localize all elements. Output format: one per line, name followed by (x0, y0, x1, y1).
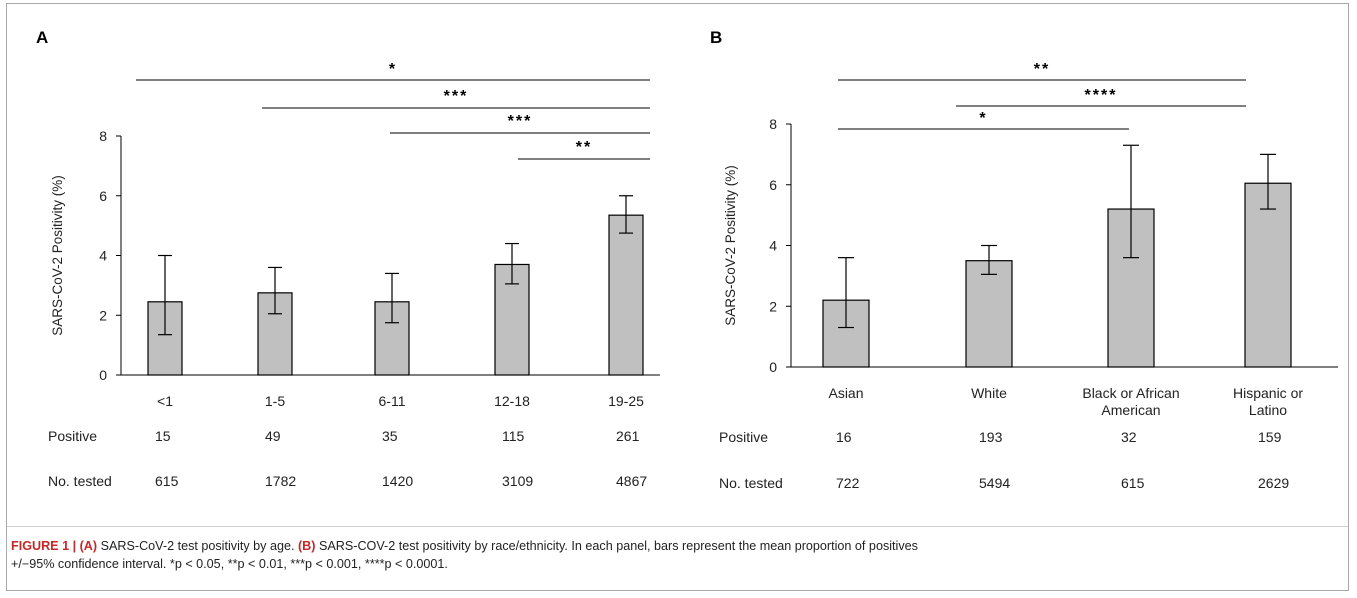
panel-a-category-label: 12-18 (494, 393, 530, 409)
panel-b-bar (822, 299, 870, 368)
panel-a-row-value: 3109 (502, 473, 533, 489)
caption-part-b-label: (B) (297, 539, 316, 553)
caption-line-1: FIGURE 1 | (A) SARS-CoV-2 test positivit… (11, 537, 1341, 555)
panel-b-row-label: Positive (719, 429, 768, 445)
panel-a-y-tick-label: 6 (99, 188, 107, 204)
panel-a-significance-stars: *** (508, 113, 533, 130)
panel-b-bar (1244, 182, 1292, 368)
caption-part-a-label: (A) (79, 539, 98, 553)
panel-a-row-value: 15 (155, 428, 171, 444)
panel-a-y-tick-label: 2 (99, 307, 107, 323)
panel-a-y-axis-title: SARS-CoV-2 Positivity (%) (50, 175, 65, 336)
panel-b-category-label: Asian (828, 385, 863, 401)
panel-a-row-label: Positive (48, 428, 97, 444)
panel-b-bar (965, 260, 1013, 368)
panel-b-category-label: Black or African (1082, 385, 1179, 401)
panel-a-category-label: 1-5 (265, 393, 285, 409)
figure-caption: FIGURE 1 | (A) SARS-CoV-2 test positivit… (11, 537, 1341, 573)
panel-b-row-label: No. tested (719, 475, 783, 491)
panel-b-chart: B SARS-CoV-2 Positivity (%) 0 2 4 6 8 Asian Whit… (710, 28, 1338, 491)
panel-a-bar (257, 292, 293, 376)
panel-b-significance-stars: ** (1034, 61, 1050, 78)
panel-b-significance-stars: * (979, 110, 987, 127)
panel-b-category-label: Hispanic or (1233, 385, 1303, 401)
panel-b-category-label: Latino (1249, 402, 1287, 418)
panel-b-row-value: 722 (836, 475, 860, 491)
panel-a-category-label: 19-25 (608, 393, 644, 409)
panel-b-y-tick-label: 0 (769, 359, 777, 375)
caption-divider (7, 526, 1348, 527)
caption-line-2: +/−95% confidence interval. *p < 0.05, *… (11, 557, 448, 571)
panel-b-category-label: American (1101, 402, 1160, 418)
panel-b-letter: B (710, 28, 722, 47)
panel-a-y-tick-label: 0 (99, 367, 107, 383)
caption-part-b-text: SARS-COV-2 test positivity by race/ethni… (315, 539, 918, 553)
panel-b-row-value: 5494 (979, 475, 1010, 491)
panel-b-row-value: 193 (979, 429, 1003, 445)
figure-panels: A SARS-CoV-2 Positivity (%) 0 2 4 6 8 <1 1-5 6-11… (36, 28, 1338, 491)
panel-b-row-value: 2629 (1258, 475, 1289, 491)
panel-a-row-value: 4867 (616, 473, 647, 489)
panel-a-y-tick-label: 4 (99, 248, 107, 264)
panel-b-y-axis-title: SARS-CoV-2 Positivity (%) (723, 165, 738, 326)
panel-a-letter: A (36, 28, 48, 47)
panel-b-y-tick-label: 8 (769, 116, 777, 132)
panel-a-category-label: 6-11 (379, 393, 406, 409)
panel-a-category-label: <1 (157, 393, 173, 409)
panel-b-significance-stars: **** (1085, 87, 1118, 104)
panel-a-row-value: 49 (265, 428, 281, 444)
panel-a-row-label: No. tested (48, 473, 112, 489)
panel-a-y-tick-label: 8 (99, 128, 107, 144)
panel-a-bar (608, 214, 644, 376)
panel-a-row-value: 115 (502, 428, 525, 444)
panel-b-y-tick-label: 2 (769, 298, 777, 314)
panel-a-chart: A SARS-CoV-2 Positivity (%) 0 2 4 6 8 <1 1-5 6-11… (36, 28, 660, 489)
panel-b-category-label: White (971, 385, 1007, 401)
panel-b-y-tick-label: 4 (769, 238, 777, 254)
panel-a-row-value: 1420 (382, 473, 413, 489)
caption-figure-label: FIGURE 1 | (11, 539, 80, 553)
panel-a-row-value: 1782 (265, 473, 296, 489)
panel-a-row-value: 261 (616, 428, 640, 444)
panel-b-row-value: 615 (1121, 475, 1145, 491)
caption-part-a-text: SARS-CoV-2 test positivity by age. (97, 539, 298, 553)
panel-b-row-value: 32 (1121, 429, 1137, 445)
panel-b-row-value: 159 (1258, 429, 1282, 445)
panel-b-row-value: 16 (836, 429, 852, 445)
panel-a-significance-stars: ** (576, 139, 592, 156)
panel-b-y-tick-label: 6 (769, 177, 777, 193)
panel-a-significance-stars: * (389, 61, 397, 78)
panel-a-row-value: 35 (382, 428, 398, 444)
panel-a-significance-stars: *** (444, 88, 469, 105)
panel-a-row-value: 615 (155, 473, 179, 489)
figure-frame (6, 3, 1349, 591)
